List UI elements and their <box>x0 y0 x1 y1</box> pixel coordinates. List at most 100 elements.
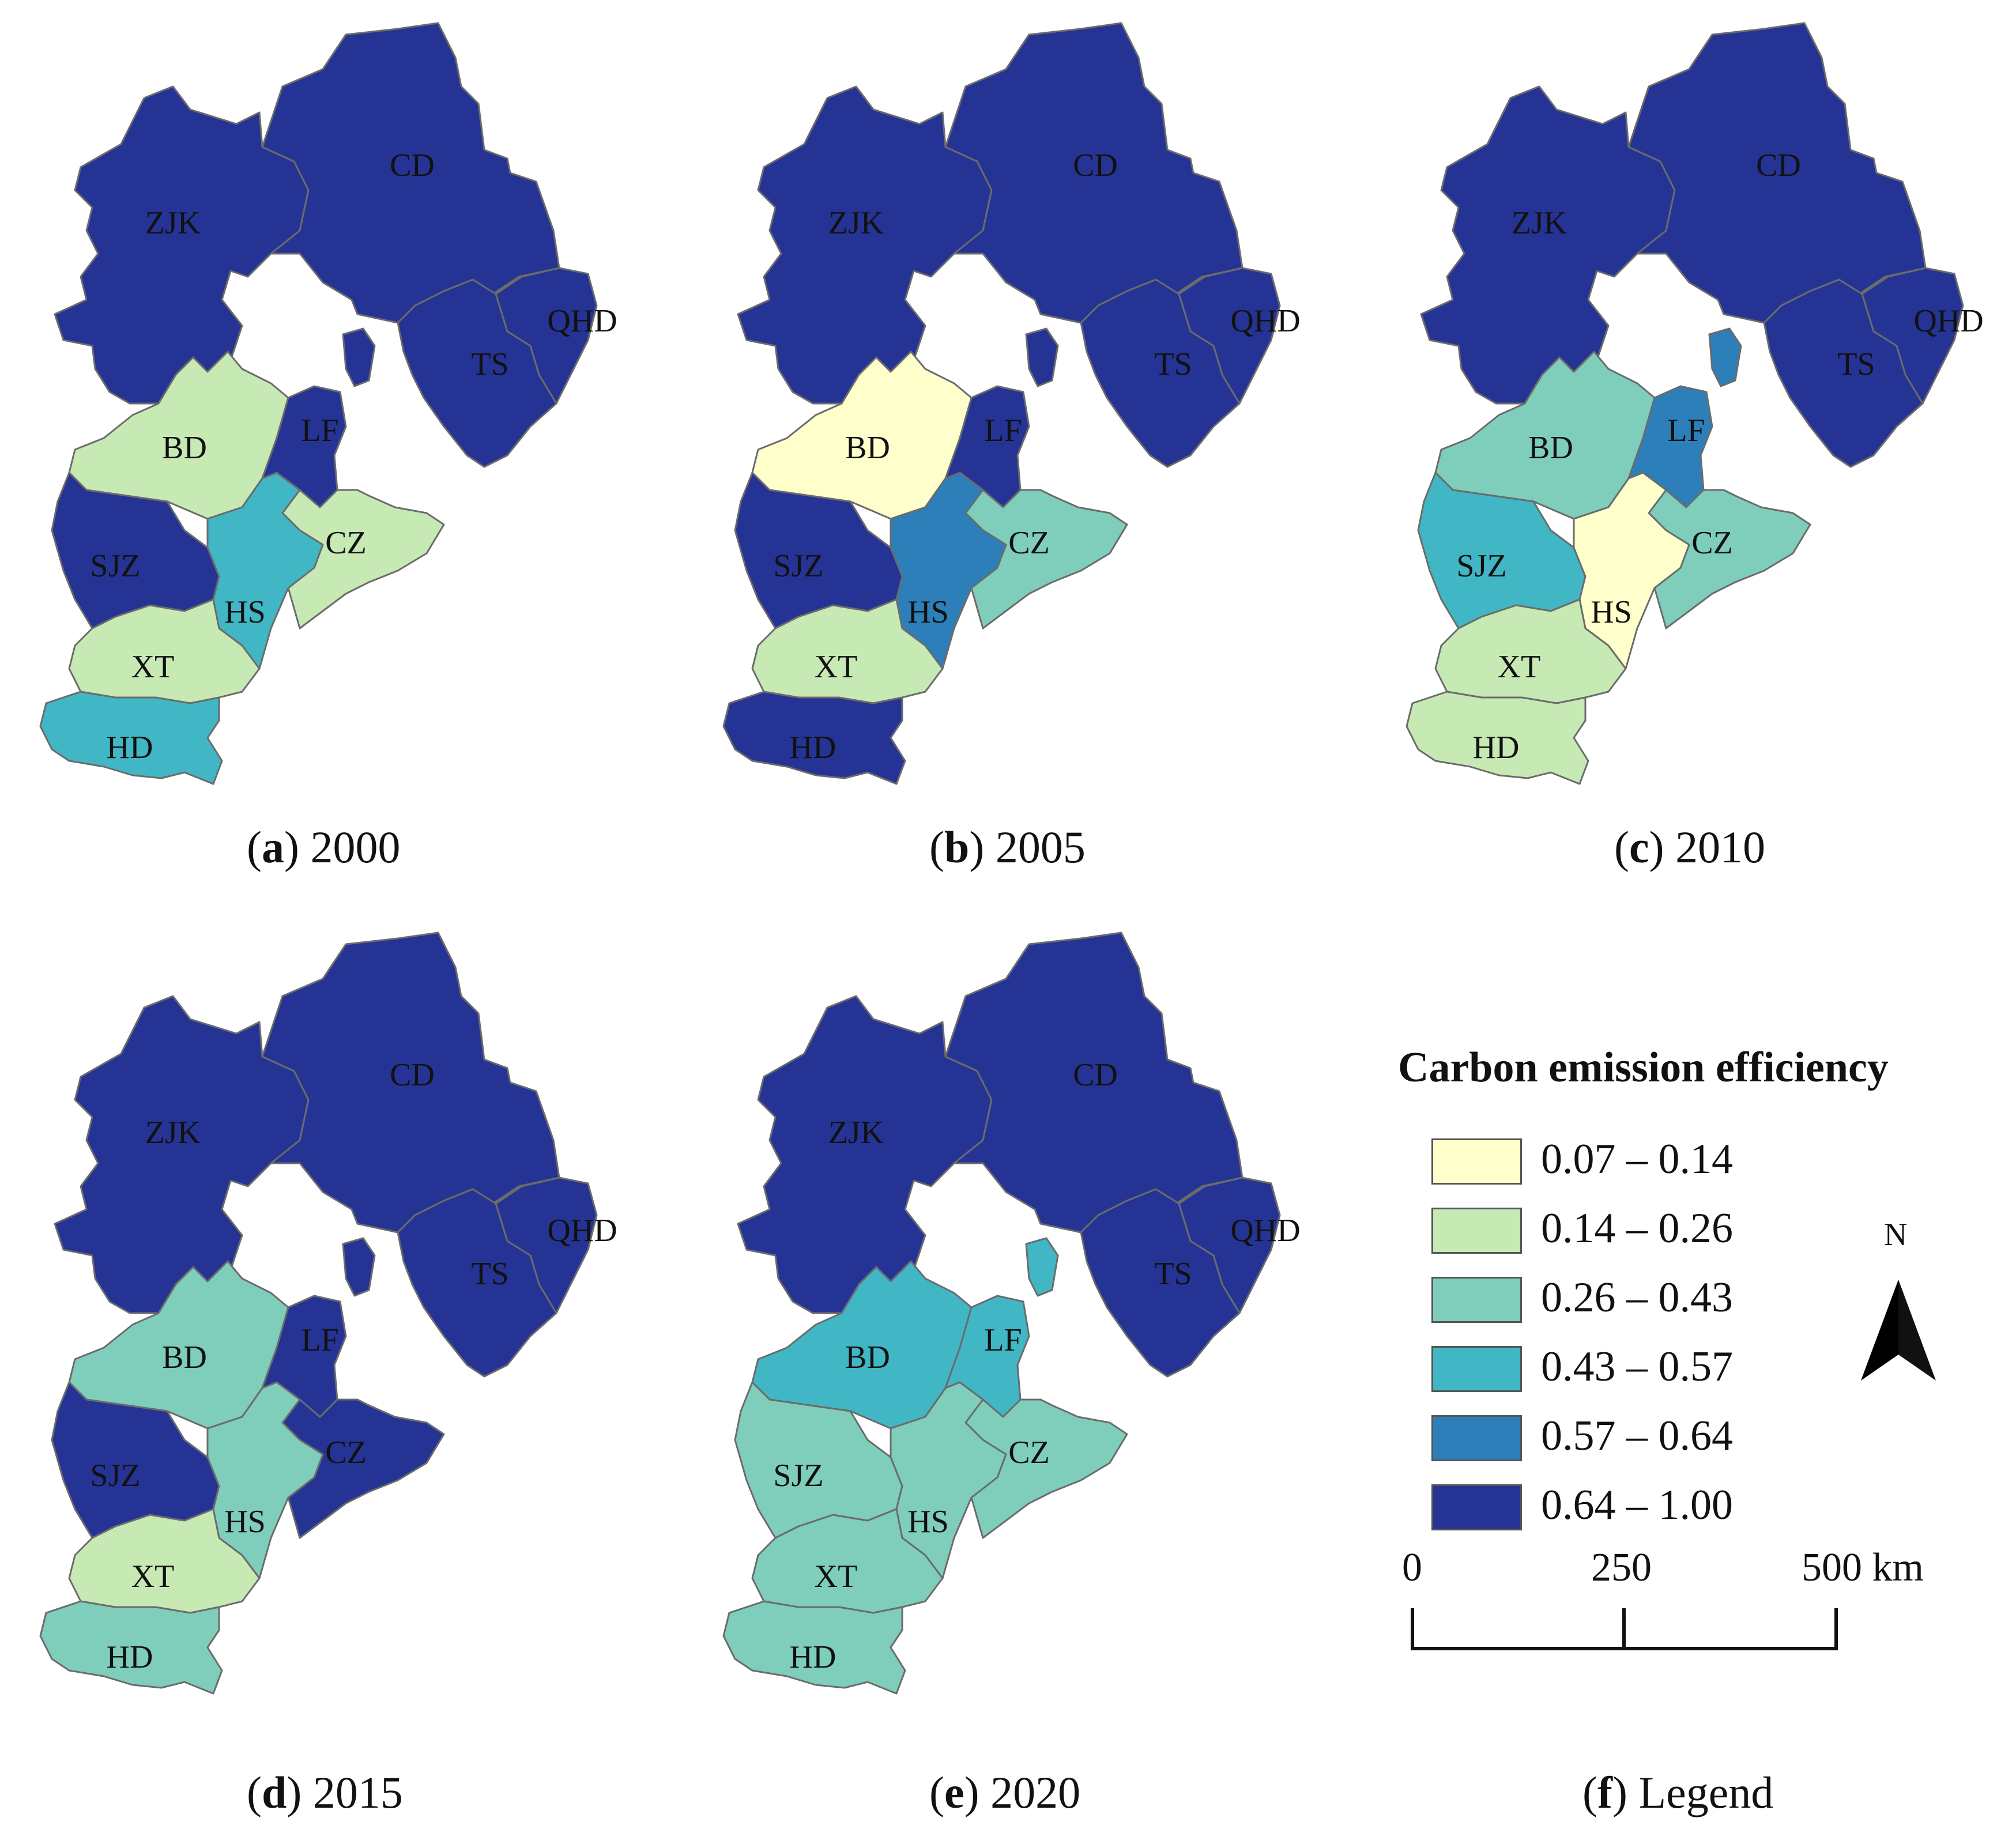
legend-title: Carbon emission efficiency <box>1398 1044 1889 1091</box>
map-panel-a: ZJK CD QHD TS BD LF CZ SJZ HS XT HD <box>0 0 680 810</box>
map-panel-b: ZJK CD QHD TS BD LF CZ SJZ HS XT HD <box>683 0 1363 810</box>
region-bj <box>1025 327 1059 387</box>
caption-f: (f) Legend <box>1582 1767 1774 1817</box>
legend-swatch <box>1431 1415 1522 1461</box>
region-label-lf: LF <box>984 413 1022 448</box>
region-label-ts: TS <box>471 1256 508 1292</box>
region-label-cz: CZ <box>325 525 367 561</box>
caption-letter: f <box>1597 1767 1612 1817</box>
region-label-qhd: QHD <box>547 303 617 339</box>
north-label: N <box>1884 1217 1908 1253</box>
caption-letter: b <box>944 822 970 872</box>
region-label-hd: HD <box>790 1639 836 1675</box>
region-label-hd: HD <box>107 730 153 765</box>
region-hs <box>206 1381 324 1579</box>
region-label-qhd: QHD <box>1230 1213 1300 1249</box>
region-label-bd: BD <box>845 1340 890 1375</box>
region-bj <box>1708 327 1742 387</box>
caption-year: 2005 <box>995 822 1086 872</box>
region-label-bd: BD <box>1528 430 1573 466</box>
region-label-zjk: ZJK <box>145 205 201 241</box>
caption-text: Legend <box>1638 1767 1774 1817</box>
legend-swatch <box>1431 1277 1522 1323</box>
region-label-lf: LF <box>1667 413 1705 448</box>
region-label-cd: CD <box>1756 148 1801 183</box>
region-ts <box>397 1188 557 1378</box>
legend-label: 0.43 – 0.57 <box>1541 1343 1733 1390</box>
region-label-xt: XT <box>815 1559 858 1594</box>
legend-swatch <box>1431 1484 1522 1530</box>
region-bj <box>342 327 376 387</box>
map-panel-d: ZJK CD QHD TS BD LF CZ SJZ HS XT HD <box>0 910 680 1719</box>
caption-letter: d <box>261 1767 287 1817</box>
region-label-zjk: ZJK <box>828 205 884 241</box>
region-label-hs: HS <box>907 1504 949 1540</box>
scale-bar <box>1411 1608 1838 1650</box>
region-hd <box>39 691 223 785</box>
region-hs <box>890 472 1007 670</box>
region-label-sjz: SJZ <box>773 548 823 584</box>
region-label-qhd: QHD <box>1913 303 1983 339</box>
region-ts <box>397 278 557 468</box>
region-ts <box>1080 1188 1241 1378</box>
region-label-cd: CD <box>390 1057 435 1093</box>
caption-d: (d) 2015 <box>247 1767 403 1817</box>
region-label-zjk: ZJK <box>145 1115 201 1151</box>
caption-year: 2010 <box>1675 822 1766 872</box>
caption-letter: c <box>1629 822 1649 872</box>
region-label-cd: CD <box>1073 148 1118 183</box>
region-label-xt: XT <box>131 1559 175 1594</box>
region-label-hs: HS <box>224 1504 266 1540</box>
caption-year: 2015 <box>312 1767 403 1817</box>
region-label-bd: BD <box>162 430 207 466</box>
region-label-cz: CZ <box>1691 525 1733 561</box>
legend-swatch <box>1431 1208 1522 1254</box>
region-label-sjz: SJZ <box>773 1458 823 1494</box>
region-label-cd: CD <box>390 148 435 183</box>
scale-label-500: 500 km <box>1802 1545 1924 1590</box>
map-2005: ZJK CD QHD TS BD LF CZ SJZ HS XT HD <box>722 22 1301 785</box>
region-hs <box>1573 472 1690 670</box>
region-label-hd: HD <box>1473 730 1520 765</box>
legend-label: 0.07 – 0.14 <box>1541 1136 1733 1183</box>
caption-c: (c) 2010 <box>1614 822 1766 872</box>
map-2015: ZJK CD QHD TS BD LF CZ SJZ HS XT HD <box>39 932 617 1695</box>
legend-label: 0.14 – 0.26 <box>1541 1205 1733 1252</box>
region-ts <box>1080 278 1241 468</box>
region-label-lf: LF <box>984 1322 1022 1358</box>
region-label-zjk: ZJK <box>828 1115 884 1151</box>
region-hd <box>39 1600 223 1695</box>
legend-label: 0.57 – 0.64 <box>1541 1412 1733 1460</box>
map-panel-e: ZJK CD QHD TS BD LF CZ SJZ HS XT HD <box>683 910 1363 1719</box>
region-label-sjz: SJZ <box>1456 548 1506 584</box>
region-xt <box>751 598 944 704</box>
region-label-sjz: SJZ <box>90 548 140 584</box>
caption-letter: a <box>261 822 284 872</box>
map-2000: ZJK CD QHD TS BD LF CZ SJZ HS XT HD <box>39 22 617 785</box>
region-xt <box>1434 598 1627 704</box>
caption-e: (e) 2020 <box>929 1767 1081 1817</box>
map-2010: ZJK CD QHD TS BD LF CZ SJZ HS XT HD <box>1405 22 1984 785</box>
region-xt <box>68 598 261 704</box>
region-label-qhd: QHD <box>547 1213 617 1249</box>
north-arrow-icon <box>1861 1280 1936 1381</box>
region-label-cz: CZ <box>1008 1435 1050 1470</box>
region-hs <box>890 1381 1007 1579</box>
region-hs <box>206 472 324 670</box>
region-label-ts: TS <box>1154 1256 1192 1292</box>
region-bj <box>342 1237 376 1297</box>
region-bj <box>1025 1237 1059 1297</box>
region-label-bd: BD <box>845 430 890 466</box>
scale-label-250: 250 <box>1591 1545 1652 1590</box>
region-label-ts: TS <box>1154 346 1192 382</box>
region-hd <box>1405 691 1589 785</box>
region-label-xt: XT <box>131 649 175 685</box>
legend-swatch <box>1431 1346 1522 1392</box>
region-label-cz: CZ <box>1008 525 1050 561</box>
region-label-cd: CD <box>1073 1057 1118 1093</box>
region-hd <box>722 1600 906 1695</box>
legend-label: 0.64 – 1.00 <box>1541 1481 1733 1529</box>
region-hd <box>722 691 906 785</box>
legend-swatch <box>1431 1138 1522 1185</box>
region-label-lf: LF <box>301 413 338 448</box>
